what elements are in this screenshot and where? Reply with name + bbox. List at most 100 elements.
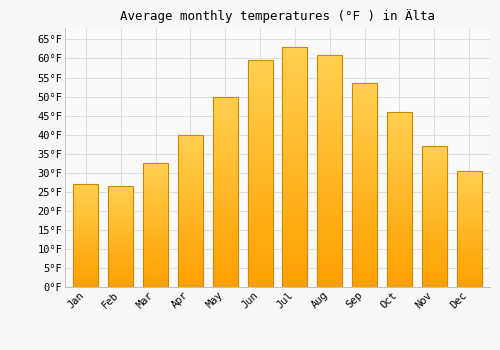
Bar: [352, 193, 377, 197]
Bar: [422, 155, 447, 158]
Bar: [456, 219, 481, 222]
Bar: [422, 188, 447, 191]
Bar: [74, 248, 98, 250]
Bar: [352, 201, 377, 205]
Bar: [317, 138, 342, 143]
Bar: [422, 217, 447, 219]
Bar: [387, 270, 412, 273]
Bar: [108, 222, 134, 224]
Bar: [422, 191, 447, 194]
Bar: [178, 141, 203, 144]
Bar: [456, 175, 481, 178]
Bar: [212, 131, 238, 135]
Bar: [317, 264, 342, 268]
Bar: [212, 150, 238, 154]
Bar: [317, 240, 342, 245]
Bar: [212, 173, 238, 176]
Bar: [248, 282, 272, 287]
Bar: [248, 233, 272, 237]
Bar: [352, 246, 377, 250]
Bar: [282, 210, 308, 215]
Bar: [74, 231, 98, 233]
Bar: [212, 154, 238, 158]
Bar: [108, 259, 134, 261]
Bar: [178, 232, 203, 235]
Bar: [74, 209, 98, 211]
Bar: [212, 218, 238, 222]
Bar: [248, 224, 272, 228]
Bar: [317, 203, 342, 208]
Bar: [248, 169, 272, 174]
Bar: [282, 129, 308, 133]
Bar: [387, 224, 412, 228]
Bar: [74, 244, 98, 246]
Bar: [74, 213, 98, 215]
Bar: [212, 192, 238, 196]
Bar: [108, 202, 134, 204]
Bar: [248, 196, 272, 201]
Bar: [248, 183, 272, 187]
Bar: [108, 206, 134, 208]
Bar: [352, 267, 377, 271]
Bar: [282, 162, 308, 167]
Bar: [317, 259, 342, 264]
Bar: [422, 279, 447, 281]
Bar: [212, 222, 238, 226]
Bar: [422, 183, 447, 186]
Bar: [178, 162, 203, 165]
Bar: [456, 199, 481, 201]
Bar: [317, 217, 342, 222]
Bar: [282, 133, 308, 138]
Bar: [282, 66, 308, 71]
Bar: [248, 178, 272, 183]
Bar: [387, 280, 412, 284]
Bar: [387, 228, 412, 231]
Bar: [74, 184, 98, 186]
Bar: [352, 173, 377, 177]
Bar: [317, 185, 342, 189]
Bar: [178, 272, 203, 275]
Bar: [178, 269, 203, 272]
Bar: [178, 257, 203, 260]
Bar: [352, 177, 377, 181]
Bar: [212, 135, 238, 139]
Bar: [456, 229, 481, 231]
Bar: [387, 245, 412, 248]
Bar: [387, 126, 412, 129]
Bar: [456, 217, 481, 219]
Bar: [212, 245, 238, 249]
Bar: [143, 215, 168, 218]
Bar: [143, 265, 168, 267]
Bar: [422, 160, 447, 163]
Bar: [143, 166, 168, 168]
Bar: [212, 142, 238, 146]
Bar: [352, 132, 377, 136]
Bar: [282, 177, 308, 181]
Bar: [74, 196, 98, 198]
Bar: [422, 172, 447, 174]
Bar: [456, 278, 481, 280]
Bar: [317, 134, 342, 138]
Bar: [143, 188, 168, 190]
Bar: [422, 205, 447, 208]
Bar: [282, 239, 308, 244]
Bar: [248, 187, 272, 192]
Bar: [108, 247, 134, 248]
Bar: [74, 246, 98, 248]
Bar: [317, 157, 342, 162]
Bar: [212, 283, 238, 287]
Bar: [387, 164, 412, 168]
Bar: [456, 282, 481, 285]
Bar: [178, 275, 203, 278]
Bar: [212, 123, 238, 127]
Bar: [387, 147, 412, 150]
Bar: [143, 285, 168, 287]
Bar: [282, 138, 308, 143]
Bar: [108, 267, 134, 269]
Bar: [108, 186, 134, 287]
Bar: [74, 217, 98, 219]
Bar: [212, 97, 238, 100]
Bar: [282, 234, 308, 239]
Bar: [178, 159, 203, 162]
Bar: [143, 228, 168, 230]
